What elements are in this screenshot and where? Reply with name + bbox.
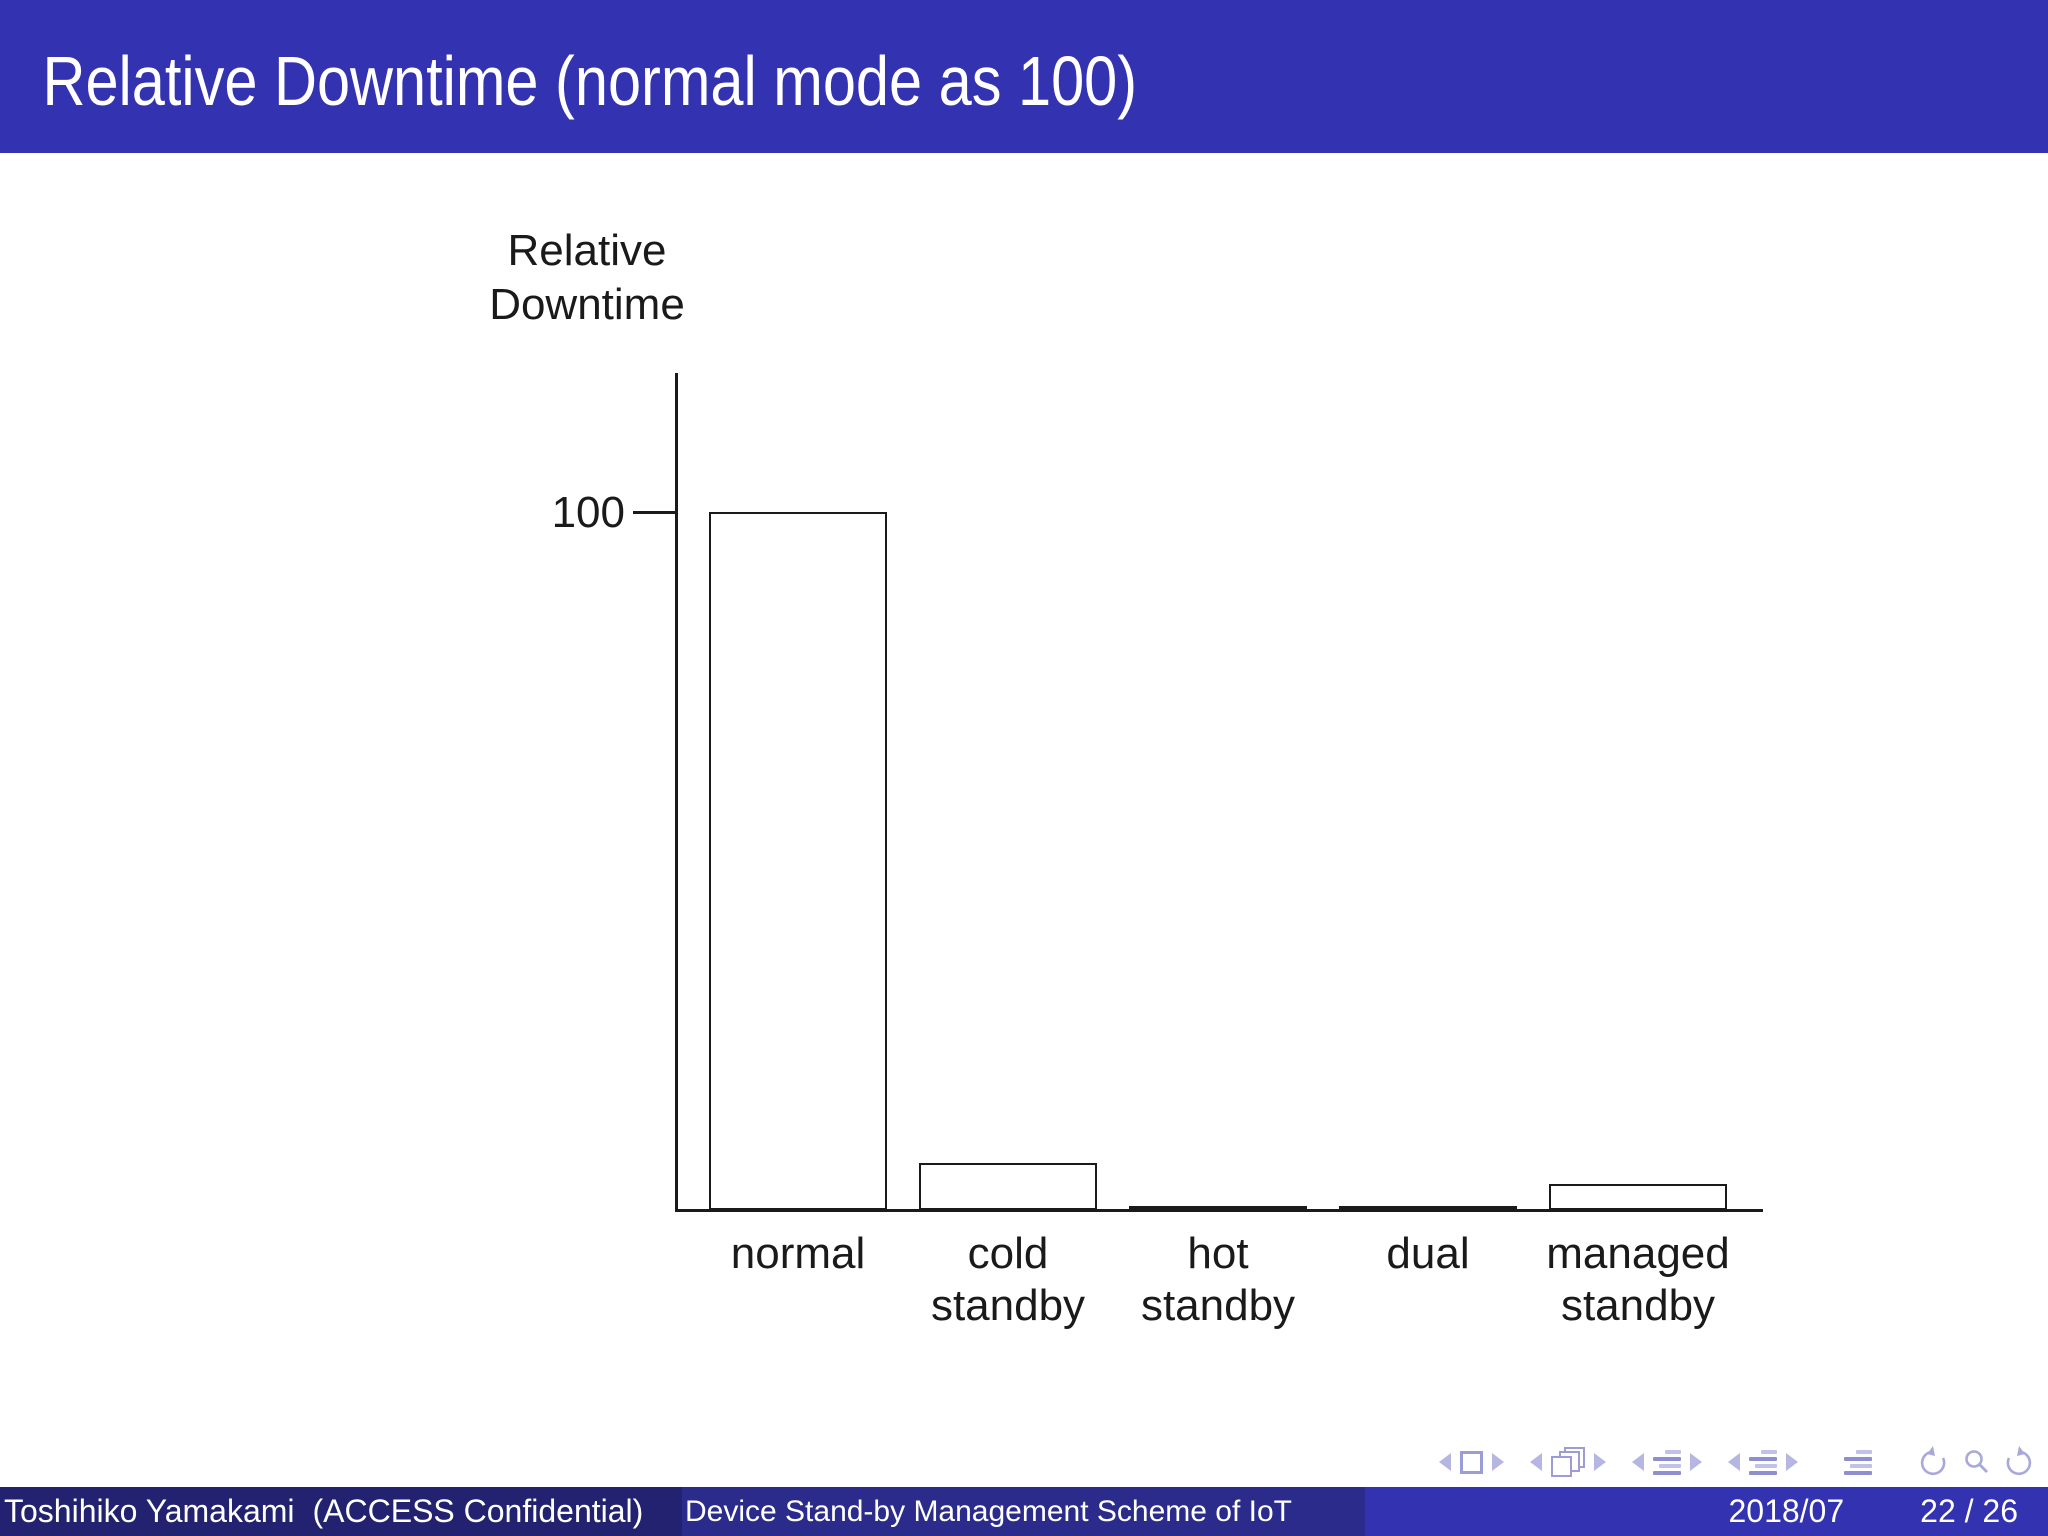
- y-axis-title-line1: Relative: [507, 226, 667, 275]
- footer-short-title: Device Stand-by Management Scheme of IoT: [685, 1494, 1292, 1528]
- y-axis-title: Relative Downtime: [437, 224, 737, 332]
- footer-author-section: Toshihiko Yamakami (ACCESS Confidential): [0, 1487, 682, 1536]
- section-icon[interactable]: [1749, 1449, 1777, 1475]
- subsection-back-icon[interactable]: [1632, 1453, 1644, 1471]
- subsection-icon[interactable]: [1653, 1449, 1681, 1475]
- go-back-icon[interactable]: [1918, 1445, 1952, 1479]
- footer-title-section: Device Stand-by Management Scheme of IoT: [682, 1487, 1365, 1536]
- y-tick-label-100: 100: [551, 488, 625, 537]
- bar-dual: [1339, 1206, 1517, 1210]
- y-axis: [675, 373, 678, 1212]
- footer: Toshihiko Yamakami (ACCESS Confidential)…: [0, 1487, 2048, 1536]
- footer-author: Toshihiko Yamakami: [4, 1493, 295, 1529]
- frame-back-icon[interactable]: [1530, 1453, 1542, 1471]
- section-back-icon[interactable]: [1728, 1453, 1740, 1471]
- bar-hot-standby: [1129, 1206, 1307, 1210]
- search-icon[interactable]: [1961, 1447, 1991, 1477]
- slide-title: Relative Downtime (normal mode as 100): [42, 41, 1138, 120]
- footer-institute: (ACCESS Confidential): [312, 1493, 644, 1529]
- slide-title-bar: Relative Downtime (normal mode as 100): [0, 0, 2048, 153]
- subsection-forward-icon[interactable]: [1690, 1453, 1702, 1471]
- category-label-hot-standby: hot standby: [1140, 1229, 1296, 1330]
- slide-forward-icon[interactable]: [1492, 1453, 1504, 1471]
- footer-date-section: 2018/07 22 / 26: [1365, 1487, 2048, 1536]
- category-label-cold-standby: cold standby: [930, 1229, 1086, 1330]
- category-label-normal: normal: [730, 1229, 866, 1278]
- footer-page-number: 22 / 26: [1920, 1493, 2018, 1529]
- footer-date: 2018/07: [1728, 1493, 1845, 1529]
- go-forward-icon[interactable]: [2000, 1445, 2034, 1479]
- appendix-icon[interactable]: [1844, 1449, 1872, 1475]
- slide-back-icon[interactable]: [1439, 1453, 1451, 1471]
- y-tick-100: [633, 511, 676, 514]
- bar-managed-standby: [1549, 1184, 1727, 1210]
- category-label-managed-standby: managed standby: [1546, 1229, 1730, 1330]
- bar-cold-standby: [919, 1163, 1097, 1210]
- y-axis-title-line2: Downtime: [489, 280, 685, 329]
- frame-forward-icon[interactable]: [1594, 1453, 1606, 1471]
- bar-normal: [709, 512, 887, 1210]
- navigation-bar: [1439, 1444, 2034, 1480]
- category-label-dual: dual: [1386, 1229, 1470, 1278]
- frame-icon[interactable]: [1551, 1447, 1585, 1477]
- slide-icon[interactable]: [1460, 1450, 1483, 1474]
- section-forward-icon[interactable]: [1786, 1453, 1798, 1471]
- x-axis: [676, 1209, 1763, 1212]
